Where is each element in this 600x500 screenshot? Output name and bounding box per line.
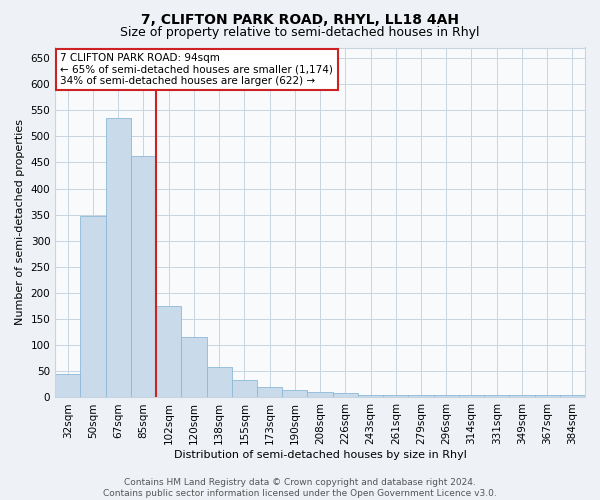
- Bar: [358, 395, 383, 398]
- Text: Contains HM Land Registry data © Crown copyright and database right 2024.
Contai: Contains HM Land Registry data © Crown c…: [103, 478, 497, 498]
- Bar: [156, 306, 181, 398]
- Text: 7 CLIFTON PARK ROAD: 94sqm
← 65% of semi-detached houses are smaller (1,174)
34%: 7 CLIFTON PARK ROAD: 94sqm ← 65% of semi…: [61, 52, 334, 86]
- Bar: [409, 395, 434, 398]
- Bar: [106, 118, 131, 398]
- Bar: [509, 396, 535, 398]
- Bar: [535, 396, 560, 398]
- Bar: [484, 395, 509, 398]
- Bar: [257, 387, 282, 398]
- Bar: [434, 395, 459, 398]
- Bar: [383, 395, 409, 398]
- Bar: [232, 380, 257, 398]
- Bar: [282, 390, 307, 398]
- Text: Size of property relative to semi-detached houses in Rhyl: Size of property relative to semi-detach…: [120, 26, 480, 39]
- X-axis label: Distribution of semi-detached houses by size in Rhyl: Distribution of semi-detached houses by …: [173, 450, 467, 460]
- Text: 7, CLIFTON PARK ROAD, RHYL, LL18 4AH: 7, CLIFTON PARK ROAD, RHYL, LL18 4AH: [141, 12, 459, 26]
- Bar: [181, 338, 206, 398]
- Bar: [206, 367, 232, 398]
- Bar: [131, 156, 156, 398]
- Bar: [332, 394, 358, 398]
- Bar: [560, 396, 585, 398]
- Bar: [459, 396, 484, 398]
- Y-axis label: Number of semi-detached properties: Number of semi-detached properties: [15, 120, 25, 326]
- Bar: [307, 392, 332, 398]
- Bar: [55, 374, 80, 398]
- Bar: [80, 216, 106, 398]
